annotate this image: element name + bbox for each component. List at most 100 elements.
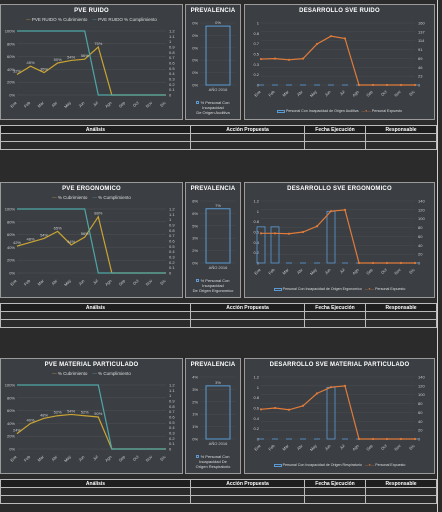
- table-cell[interactable]: [190, 141, 305, 150]
- prevalencia-title: PREVALENCIA: [190, 186, 236, 192]
- x-tick-label: Oct: [132, 100, 141, 109]
- table-cell[interactable]: [365, 487, 437, 496]
- expuesto-point: [413, 83, 417, 87]
- table-cell[interactable]: [190, 495, 305, 504]
- y-tick-label: 100%: [5, 383, 16, 388]
- y2-tick-label: 0.3: [169, 431, 175, 436]
- x-tick-label: Ene: [9, 454, 18, 463]
- x-tick-label: Ene: [9, 278, 18, 287]
- table-cell[interactable]: [304, 495, 366, 504]
- data-label: 56%: [81, 231, 89, 236]
- action-table: Análisis Acción Propuesta Fecha Ejecución R…: [0, 479, 437, 504]
- legend-cumplimiento: % Cumplimiento: [98, 195, 131, 200]
- prevalencia-title: PREVALENCIA: [190, 8, 236, 14]
- sve-legend-bar: Personal Con Incapacidad de Origen Ergon…: [282, 287, 362, 291]
- x-tick-label: Jul: [339, 267, 346, 274]
- table-cell[interactable]: [190, 319, 305, 328]
- y-tick-label: 20%: [7, 258, 15, 263]
- y2-tick-label: 60: [418, 234, 423, 239]
- x-tick-label: Dic: [159, 100, 167, 108]
- x-tick-label: Dic: [408, 443, 416, 451]
- y-tick-label: 5%: [192, 223, 198, 228]
- legend-cubrimiento: % Cubrimiento: [57, 371, 88, 376]
- table-header: Acción Propuesta: [190, 479, 305, 488]
- table-cell[interactable]: [365, 319, 437, 328]
- data-label: 32%: [13, 69, 21, 74]
- table-cell[interactable]: [304, 319, 366, 328]
- data-label: 48%: [27, 236, 35, 241]
- data-label: 65%: [54, 225, 62, 230]
- table-cell[interactable]: [0, 319, 191, 328]
- series-line: [17, 384, 166, 450]
- table-header: Análisis: [0, 125, 191, 134]
- y2-tick-label: 1.1: [169, 34, 175, 39]
- expuesto-point: [287, 58, 291, 61]
- y2-tick-label: 0.1: [169, 265, 175, 270]
- y-tick-label: 1: [257, 385, 260, 390]
- incapacidad-bar: [270, 226, 280, 264]
- prevalencia-legend-line: De Origen Auditiva: [196, 110, 230, 115]
- x-tick-label: Sep: [365, 89, 374, 98]
- table-cell[interactable]: [0, 311, 191, 320]
- y-tick-label: 40%: [7, 67, 15, 72]
- sve-legend: Personal Con Incapacidad de Origen Audit…: [245, 109, 434, 113]
- data-label: 45%: [27, 60, 35, 65]
- expuesto-point: [399, 437, 403, 441]
- y-tick-label: 8%: [192, 199, 198, 204]
- y-tick-label: 0%: [192, 261, 198, 266]
- x-tick-label: Nov: [145, 100, 154, 109]
- y2-tick-label: 0: [169, 93, 172, 98]
- y-tick-label: 6%: [192, 211, 198, 216]
- pve-chart: 0% 20% 40% 60% 80% 100% 00.10.20.30.40.50.60.7…: [5, 207, 176, 288]
- table-cell[interactable]: [365, 133, 437, 142]
- y2-tick-label: 1.2: [169, 383, 175, 388]
- expuesto-point: [413, 261, 417, 265]
- table-cell[interactable]: [304, 487, 366, 496]
- expuesto-point: [399, 83, 403, 87]
- sve-title: DESARROLLO SVE ERGONOMICO: [287, 186, 392, 192]
- table-cell[interactable]: [0, 141, 191, 150]
- x-tick-label: Ene: [253, 89, 262, 98]
- x-tick-label: Abr: [50, 100, 58, 108]
- y2-tick-label: 140: [418, 375, 425, 380]
- y-tick-label: 0.5: [253, 52, 259, 57]
- x-tick-label: Oct: [380, 267, 389, 276]
- data-label: 54%: [40, 232, 48, 237]
- prevalencia-chart: 0% 1% 1% 2% 3% 4% 3% AÑO 2016: [192, 375, 236, 446]
- x-tick-label: Nov: [393, 443, 402, 452]
- right-border: [437, 0, 438, 512]
- table-cell[interactable]: [0, 487, 191, 496]
- table-cell[interactable]: [190, 133, 305, 142]
- y2-tick-label: 40: [418, 243, 423, 248]
- sve-legend-line: Personal Expuesto: [371, 109, 403, 113]
- x-tick-label: Nov: [145, 454, 154, 463]
- y2-tick-label: 20: [418, 428, 423, 433]
- table-cell[interactable]: [0, 133, 191, 142]
- y-tick-label: 0%: [192, 83, 198, 88]
- table-cell[interactable]: [304, 141, 366, 150]
- prevalencia-title: PREVALENCIA: [190, 362, 236, 368]
- table-cell[interactable]: [0, 495, 191, 504]
- table-cell[interactable]: [190, 311, 305, 320]
- y2-tick-label: 0.9: [169, 223, 175, 228]
- pve-legend: — % Cubrimiento — % Cumplimiento: [52, 195, 131, 200]
- expuesto-point: [371, 437, 375, 441]
- table-cell[interactable]: [365, 311, 437, 320]
- y2-tick-label: 120: [418, 207, 425, 212]
- y-tick-label: 40%: [7, 245, 15, 250]
- x-tick-label: Ago: [351, 89, 360, 98]
- x-tick-label: Oct: [132, 454, 141, 463]
- y2-tick-label: 0.6: [169, 61, 175, 66]
- table-cell[interactable]: [365, 495, 437, 504]
- table-cell[interactable]: [365, 141, 437, 150]
- expuesto-point: [273, 232, 277, 235]
- expuesto-point: [315, 392, 319, 395]
- y2-tick-label: 114: [418, 38, 425, 43]
- expuesto-point: [385, 261, 389, 265]
- table-cell[interactable]: [304, 311, 366, 320]
- table-cell[interactable]: [190, 487, 305, 496]
- table-cell[interactable]: [304, 133, 366, 142]
- x-tick-label: Oct: [380, 443, 389, 452]
- y-tick-label: 3%: [192, 236, 198, 241]
- pve-legend: — PVE RUIDO % Cubrimiento — PVE RUIDO % …: [26, 17, 157, 22]
